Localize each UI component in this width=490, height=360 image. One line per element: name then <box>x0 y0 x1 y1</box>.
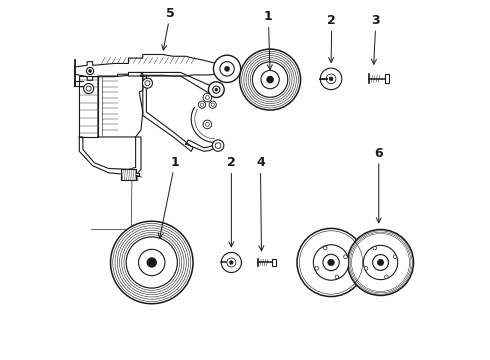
Polygon shape <box>143 76 193 151</box>
Circle shape <box>86 86 91 91</box>
Text: 1: 1 <box>158 156 179 238</box>
Circle shape <box>87 67 94 75</box>
Circle shape <box>220 62 234 76</box>
Circle shape <box>315 266 318 270</box>
Circle shape <box>365 266 368 270</box>
Circle shape <box>323 254 339 271</box>
Circle shape <box>377 259 384 266</box>
Polygon shape <box>98 74 143 137</box>
Text: 1: 1 <box>264 10 272 69</box>
Circle shape <box>200 103 203 106</box>
Circle shape <box>221 252 242 273</box>
Circle shape <box>364 245 398 280</box>
Circle shape <box>329 77 333 81</box>
Circle shape <box>240 49 300 110</box>
Polygon shape <box>122 169 139 180</box>
Circle shape <box>111 221 193 304</box>
Circle shape <box>215 143 221 148</box>
Text: 2: 2 <box>327 14 336 62</box>
Circle shape <box>208 82 224 98</box>
Circle shape <box>89 69 92 72</box>
Text: 5: 5 <box>162 7 175 50</box>
Circle shape <box>393 255 397 258</box>
Circle shape <box>267 76 273 83</box>
Circle shape <box>203 120 212 129</box>
Circle shape <box>343 255 347 258</box>
Circle shape <box>205 122 209 126</box>
Text: 6: 6 <box>374 147 383 223</box>
Circle shape <box>326 74 336 84</box>
Circle shape <box>214 55 241 82</box>
Circle shape <box>212 140 224 151</box>
Polygon shape <box>186 140 216 151</box>
Circle shape <box>230 261 233 264</box>
Text: 2: 2 <box>227 156 236 247</box>
Circle shape <box>209 101 216 108</box>
Circle shape <box>297 228 365 297</box>
Circle shape <box>313 245 349 280</box>
Circle shape <box>347 229 414 296</box>
Circle shape <box>224 66 230 71</box>
Circle shape <box>143 78 152 88</box>
Circle shape <box>198 101 205 108</box>
Polygon shape <box>79 137 141 175</box>
Circle shape <box>145 81 150 86</box>
Circle shape <box>147 258 156 267</box>
Polygon shape <box>79 76 98 137</box>
Circle shape <box>205 96 209 99</box>
Circle shape <box>373 246 376 250</box>
Circle shape <box>139 249 165 276</box>
Circle shape <box>385 275 388 279</box>
FancyBboxPatch shape <box>272 258 276 266</box>
Polygon shape <box>141 72 213 92</box>
Circle shape <box>320 68 342 90</box>
FancyBboxPatch shape <box>385 75 390 83</box>
Circle shape <box>213 86 220 93</box>
Circle shape <box>323 246 327 250</box>
Text: 4: 4 <box>256 156 265 251</box>
Text: 3: 3 <box>371 14 380 64</box>
Circle shape <box>372 255 389 270</box>
Circle shape <box>211 103 214 106</box>
Circle shape <box>126 237 177 288</box>
Circle shape <box>261 71 279 89</box>
Circle shape <box>328 259 334 266</box>
Circle shape <box>203 93 212 102</box>
Circle shape <box>215 88 218 91</box>
Polygon shape <box>74 54 223 80</box>
Circle shape <box>84 84 94 94</box>
Circle shape <box>252 62 288 97</box>
Circle shape <box>335 275 339 279</box>
Circle shape <box>227 258 236 267</box>
